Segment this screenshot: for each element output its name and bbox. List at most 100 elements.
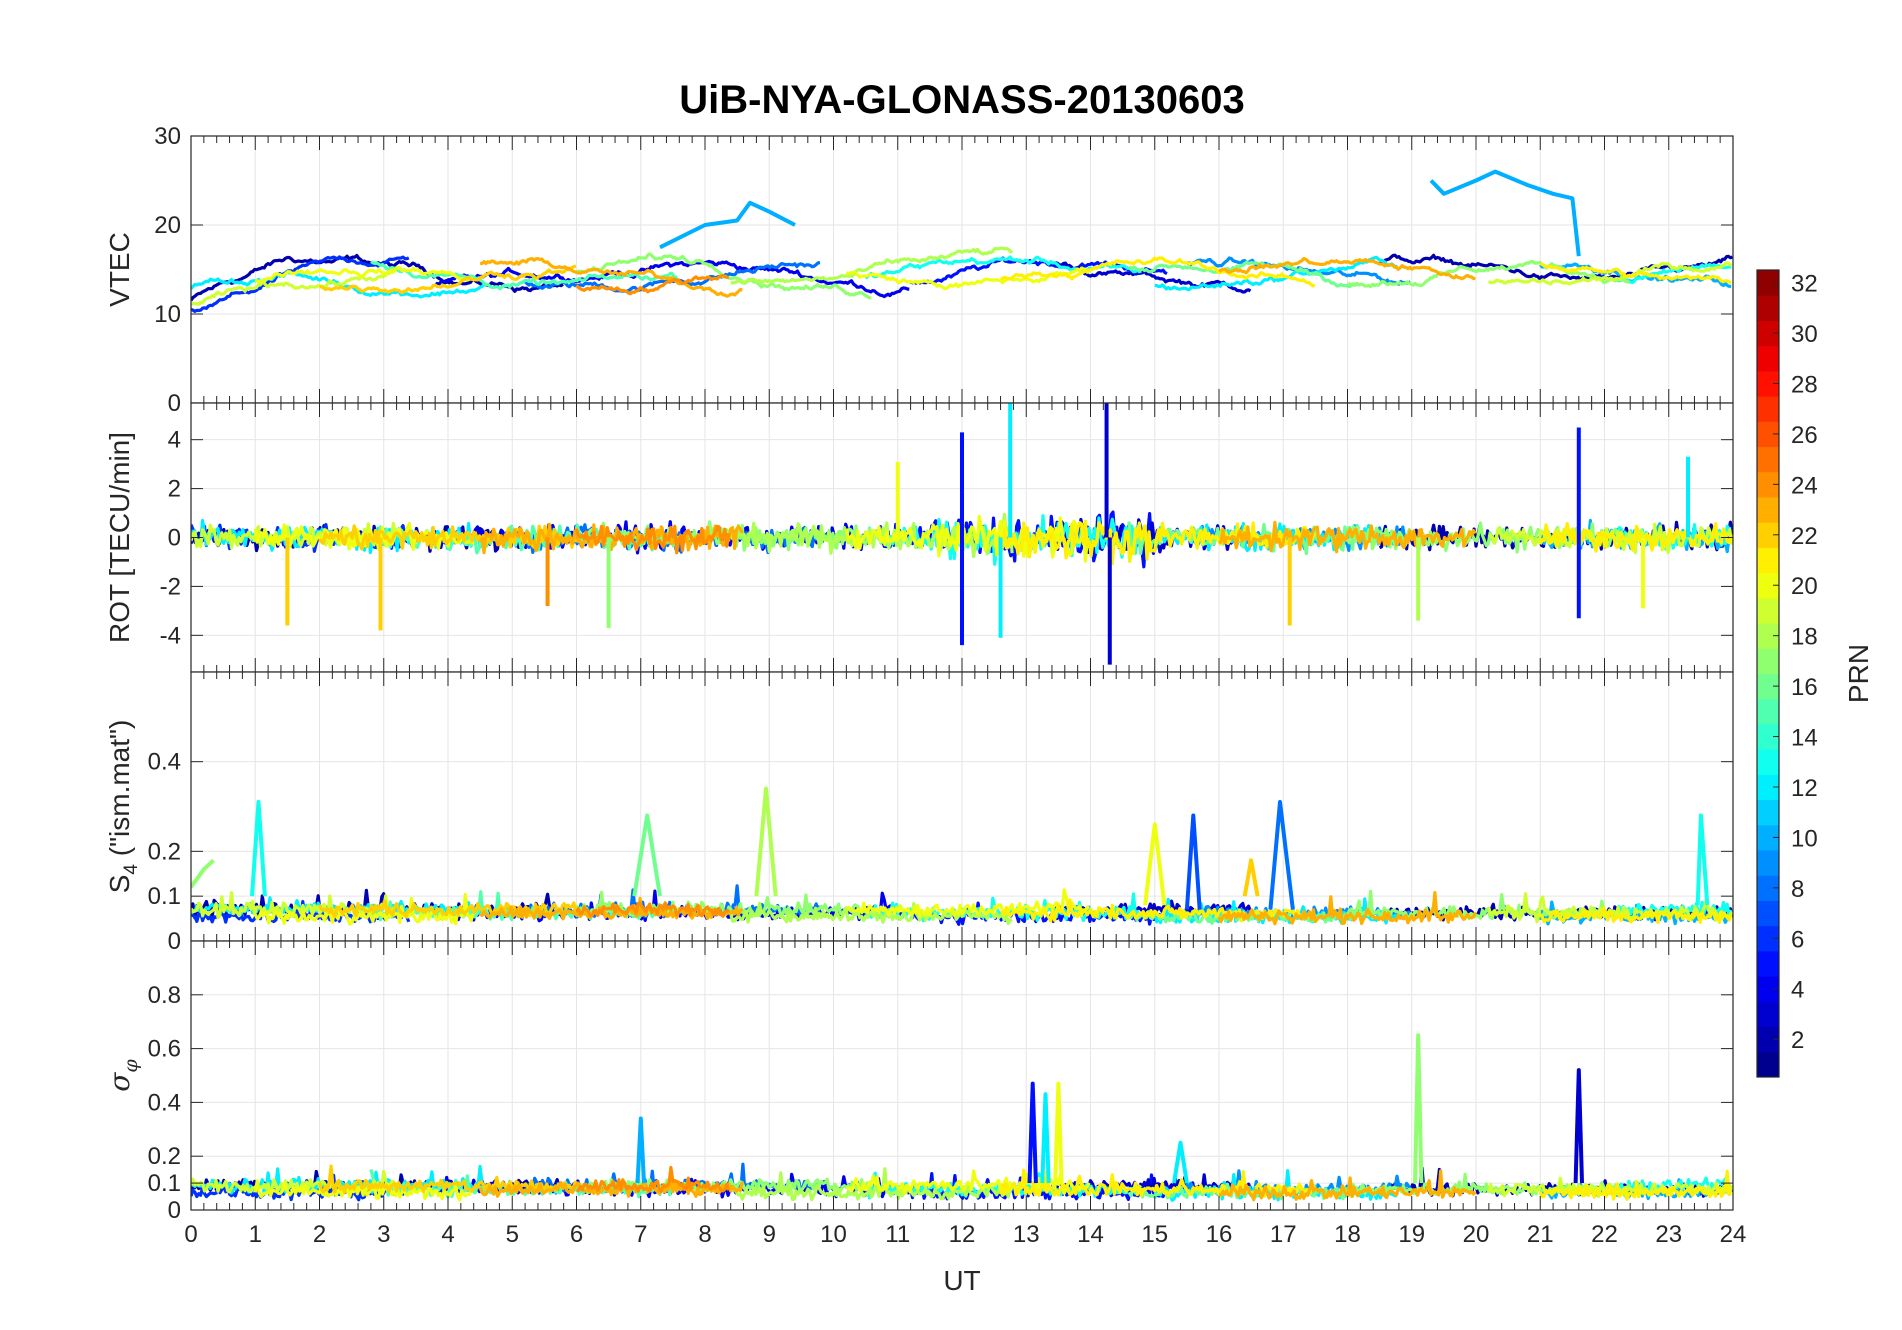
- colorbar-tick-label: 14: [1791, 725, 1818, 752]
- colorbar-swatch-16: [1757, 673, 1779, 700]
- series-trace-prn-23: [1218, 1169, 1477, 1202]
- series-trace-prn-20: [845, 888, 1090, 918]
- x-tick-label: 18: [1334, 1221, 1361, 1248]
- series-feature-prn-10: [635, 1116, 646, 1184]
- panel-sigma_phi-ytick-label: 0.6: [148, 1036, 181, 1063]
- panel-rot-ytick-label: 0: [168, 525, 181, 552]
- colorbar-swatch-19: [1757, 597, 1779, 624]
- x-tick-label: 8: [698, 1221, 711, 1248]
- series-trace-prn-23: [480, 257, 743, 298]
- colorbar-swatch-20: [1757, 572, 1779, 599]
- ylabel-sub: φ: [120, 1059, 142, 1073]
- x-tick-label: 16: [1206, 1221, 1233, 1248]
- series-trace-prn-5: [910, 256, 1168, 285]
- series-trace-prn-24: [575, 274, 729, 296]
- colorbar-swatch-28: [1757, 370, 1779, 397]
- colorbar-swatch-32: [1757, 270, 1779, 296]
- panel-sigma_phi: 00.10.2 0.4 0.6 0.8 σφ: [103, 940, 1734, 1224]
- panel-sigma_phi-ytick-label: 0.4: [148, 1089, 181, 1116]
- panel-s4-ytick-label: 0.4: [148, 749, 181, 776]
- series-trace-prn-23: [1218, 520, 1477, 554]
- colorbar-tick-label: 28: [1791, 371, 1818, 398]
- series-trace-prn-21: [999, 519, 1317, 566]
- panel-rot-series: [191, 403, 1733, 665]
- series-trace-prn-23: [478, 1170, 744, 1199]
- colorbar-swatch-23: [1757, 496, 1779, 523]
- series-trace-prn-18: [730, 246, 1014, 285]
- x-tick-label: 13: [1013, 1221, 1040, 1248]
- series-feature-prn-20: [1143, 822, 1167, 906]
- panel-vtec-ytick-label: 10: [154, 301, 181, 328]
- series-feature-prn-18: [754, 786, 778, 897]
- panel-vtec-ytick-label: 30: [154, 123, 181, 150]
- series-feature-prn-3: [1573, 1068, 1584, 1184]
- series-trace-prn-24: [574, 524, 731, 555]
- colorbar-swatch-13: [1757, 749, 1779, 775]
- panel-sigma_phi-ytick-label: 0: [168, 1197, 181, 1224]
- panel-rot-ytick-label: -2: [160, 573, 181, 600]
- panel-sigma_phi-ytick-label: 0.2: [148, 1143, 181, 1170]
- panel-sigma_phi-ylabel: σφ: [103, 1059, 142, 1092]
- series-feature-prn-13: [250, 800, 267, 897]
- x-tick-label: 5: [506, 1221, 519, 1248]
- chart-title: UiB-NYA-GLONASS-20130603: [679, 78, 1244, 122]
- series-trace-prn-21: [999, 1168, 1316, 1198]
- panel-s4-ytick-label: 0.1: [148, 883, 181, 910]
- series-feature-prn-12: [1040, 1092, 1051, 1184]
- series-feature-prn-10: [659, 200, 796, 250]
- colorbar-swatch-17: [1757, 648, 1779, 674]
- colorbar-tick-label: 20: [1791, 573, 1818, 600]
- x-tick-label: 21: [1527, 1221, 1554, 1248]
- colorbar-swatch-25: [1757, 446, 1779, 473]
- series-feature-prn-20: [1053, 1081, 1064, 1184]
- colorbar-swatch-11: [1757, 799, 1779, 826]
- x-tick-label: 14: [1077, 1221, 1104, 1248]
- series-trace-prn-21: [1539, 906, 1733, 925]
- panel-rot-ylabel: ROT [TECU/min]: [104, 432, 135, 643]
- panel-vtec-series: [191, 169, 1733, 313]
- series-trace-prn-21: [1000, 256, 1316, 288]
- ylabel-main: σ: [103, 1072, 136, 1092]
- x-tick-label: 9: [763, 1221, 776, 1248]
- colorbar-swatch-4: [1757, 976, 1779, 1002]
- series-trace-prn-19: [1487, 1176, 1733, 1199]
- colorbar-tick-label: 4: [1791, 977, 1804, 1004]
- colorbar-tick-label: 2: [1791, 1027, 1804, 1054]
- panel-s4-ylabel: S4 ("ism.mat"): [104, 720, 142, 894]
- colorbar-tick-label: 6: [1791, 926, 1804, 953]
- colorbar-tick-label: 30: [1791, 321, 1818, 348]
- x-tick-label: 19: [1398, 1221, 1425, 1248]
- x-tick-label: 1: [249, 1221, 262, 1248]
- series-trace-prn-3: [1051, 261, 1252, 294]
- ylabel-rest: ("ism.mat"): [104, 720, 135, 864]
- colorbar-swatch-31: [1757, 295, 1779, 321]
- x-tick-label: 6: [570, 1221, 583, 1248]
- series-trace-prn-22: [319, 264, 577, 295]
- colorbar-swatch-6: [1757, 925, 1779, 952]
- x-tick-label: 17: [1270, 1221, 1297, 1248]
- panel-vtec-ytick-label: 20: [154, 212, 181, 239]
- panel-s4-series: [191, 786, 1733, 926]
- panel-rot: -4 -2 0 2 4 ROT [TECU/min]: [104, 402, 1734, 673]
- colorbar-swatch-24: [1757, 471, 1779, 498]
- x-tick-label: 3: [377, 1221, 390, 1248]
- colorbar-tick-label: 18: [1791, 624, 1818, 651]
- colorbar-swatch-5: [1757, 950, 1779, 977]
- ylabel-sub: 4: [121, 864, 142, 875]
- colorbar-swatch-15: [1757, 698, 1779, 725]
- colorbar-swatch-8: [1757, 875, 1779, 901]
- x-tick-label: 4: [441, 1221, 454, 1248]
- series-trace-prn-21: [1539, 262, 1732, 285]
- series-trace-prn-16: [1127, 260, 1359, 289]
- series-feature-prn-5: [1027, 1081, 1038, 1184]
- x-tick-label: 20: [1463, 1221, 1490, 1248]
- series-trace-prn-23: [1218, 257, 1476, 281]
- x-tick-label: 0: [184, 1221, 197, 1248]
- panel-sigma_phi-ytick-label: 0.8: [148, 982, 181, 1009]
- series-trace-prn-9: [1185, 256, 1412, 286]
- colorbar-tick-label: 8: [1791, 876, 1804, 903]
- x-tick-label: 23: [1655, 1221, 1682, 1248]
- series-trace-prn-24: [575, 901, 731, 918]
